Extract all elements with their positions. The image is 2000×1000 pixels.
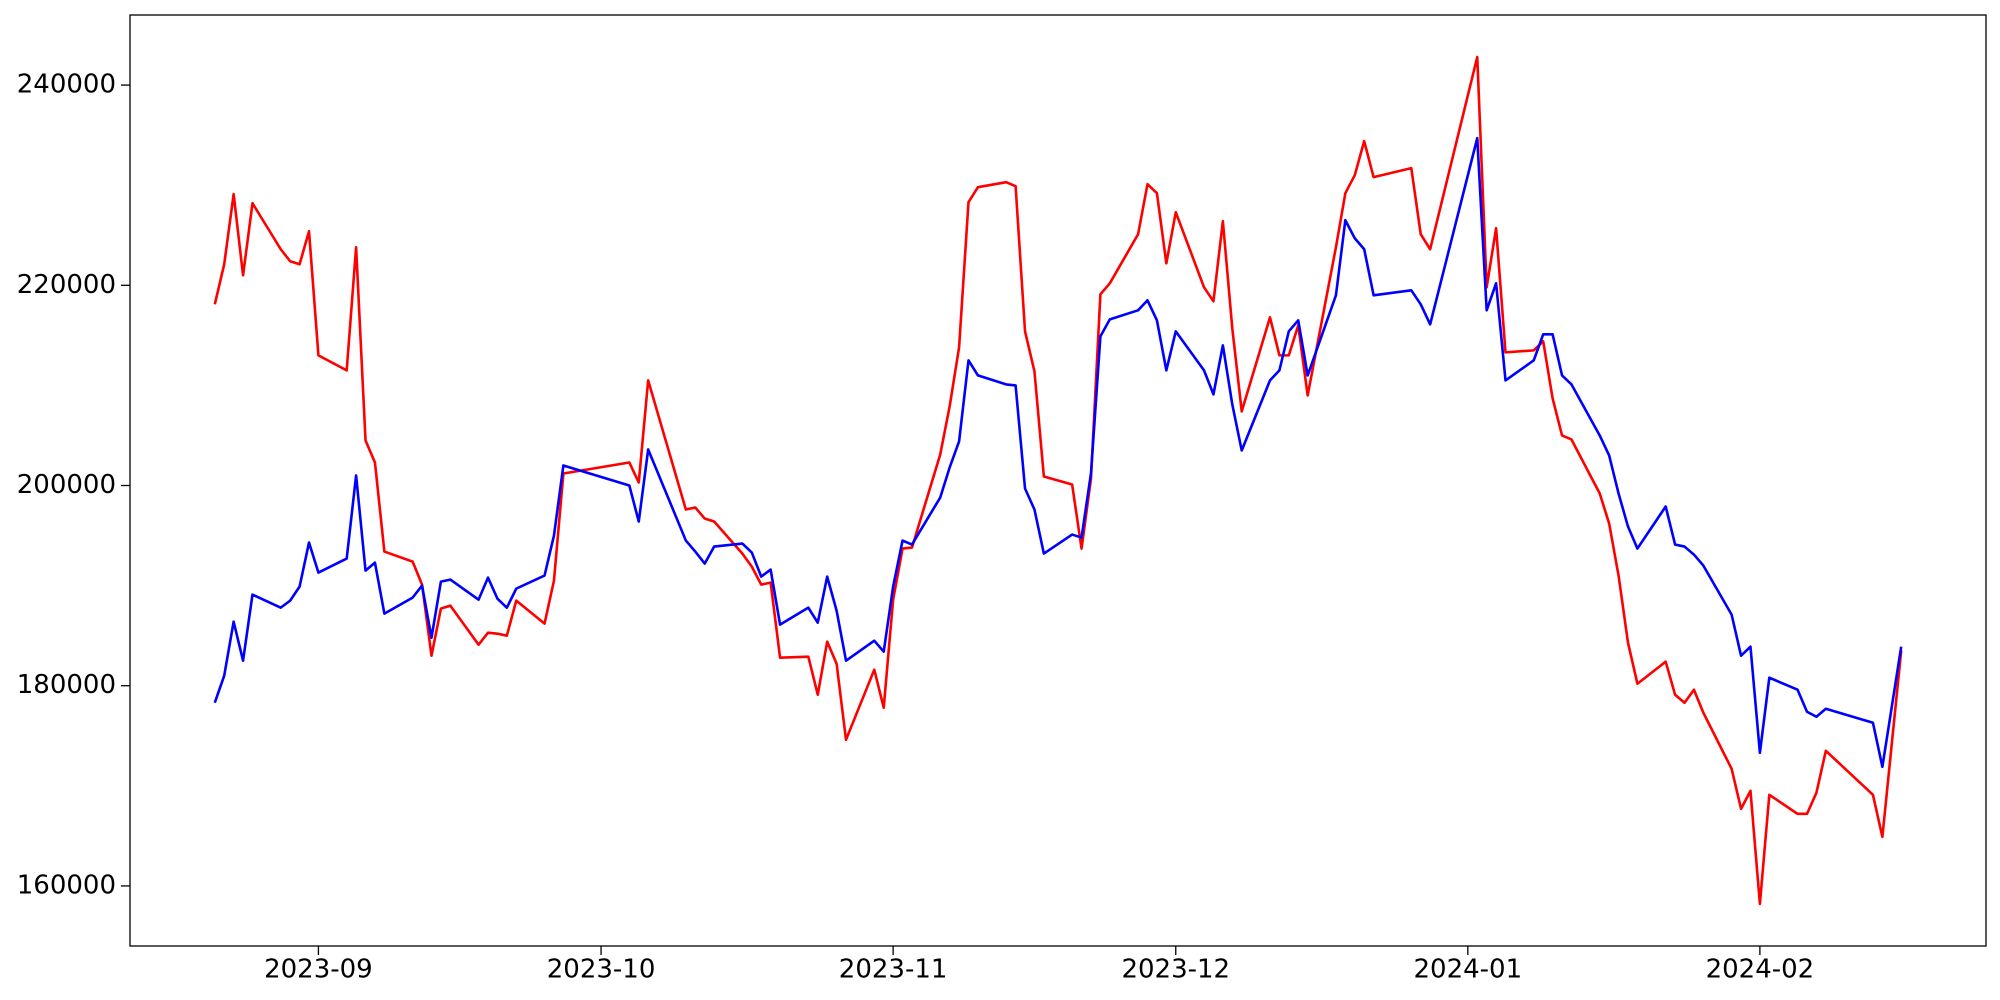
series-line xyxy=(213,136,1903,769)
x-tick-label: 2024-01 xyxy=(1414,955,1523,985)
plot-frame xyxy=(129,14,1987,947)
y-tick-label: 220000 xyxy=(17,270,116,300)
x-tick-label: 2023-10 xyxy=(547,955,656,985)
y-tick-label: 160000 xyxy=(17,870,116,900)
y-tick-label: 240000 xyxy=(17,70,116,100)
y-tick-label: 200000 xyxy=(17,470,116,500)
x-tick-label: 2023-09 xyxy=(264,955,373,985)
series-line xyxy=(213,55,1903,906)
y-tick-label: 180000 xyxy=(17,670,116,700)
x-tick-label: 2023-11 xyxy=(839,955,948,985)
x-tick-label: 2024-02 xyxy=(1706,955,1815,985)
x-tick-label: 2023-12 xyxy=(1121,955,1230,985)
